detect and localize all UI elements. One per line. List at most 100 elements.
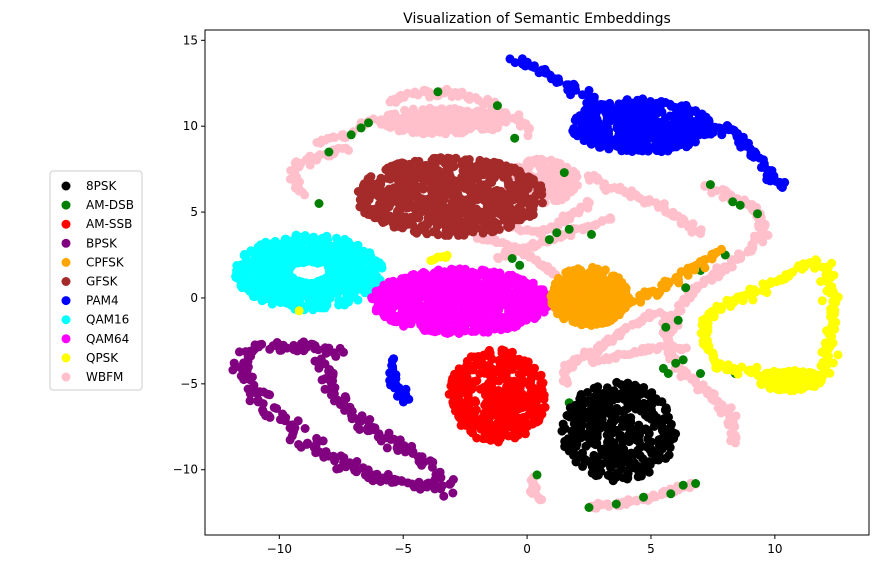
point-gfsk: [518, 192, 528, 202]
point-pam4: [686, 116, 696, 126]
point-pam4: [630, 117, 640, 127]
point-qam16: [336, 252, 346, 262]
point-gfsk: [478, 189, 488, 199]
point-gfsk: [467, 220, 477, 230]
point-gfsk: [462, 182, 472, 192]
point-gfsk: [471, 212, 481, 222]
point-qam16: [308, 249, 318, 259]
point-gfsk: [397, 158, 407, 168]
point-cpfsk: [716, 244, 726, 254]
point-gfsk: [473, 173, 483, 183]
point-wbfm: [443, 117, 453, 127]
point-gfsk: [419, 178, 429, 188]
point-wbfm: [730, 422, 740, 432]
point-wbfm: [604, 501, 614, 511]
point-wbfm: [433, 127, 443, 137]
point-wbfm: [644, 197, 654, 207]
point-pam4: [692, 116, 702, 126]
point-gfsk: [385, 174, 395, 184]
point-wbfm: [743, 247, 753, 257]
point-pam4: [584, 85, 594, 95]
point-pam4: [777, 183, 787, 192]
point-wbfm: [559, 177, 569, 187]
point-gfsk: [399, 218, 408, 228]
point-wbfm: [571, 169, 581, 178]
point-gfsk: [484, 224, 493, 234]
point-pam4: [617, 117, 627, 127]
point-qam64: [476, 306, 486, 315]
point-qam16: [293, 288, 303, 298]
point-wbfm: [539, 224, 549, 234]
point-cpfsk: [608, 297, 618, 307]
point-pam4: [674, 136, 684, 146]
point-cpfsk: [673, 275, 683, 285]
point-wbfm: [693, 385, 703, 395]
point-pam4: [614, 125, 624, 135]
point-qam16: [253, 286, 263, 296]
point-qam16: [376, 260, 386, 270]
point-qam64: [427, 288, 437, 298]
point-qam16: [341, 281, 351, 291]
point-wbfm: [552, 179, 562, 189]
point-gfsk: [391, 183, 401, 193]
point-qam16: [359, 246, 369, 256]
point-qam64: [523, 287, 532, 297]
point-am-dsb: [552, 228, 562, 238]
point-cpfsk: [591, 272, 601, 282]
point-qam64: [484, 323, 494, 333]
point-wbfm: [584, 198, 594, 208]
point-cpfsk: [565, 288, 575, 298]
point-wbfm: [408, 118, 418, 128]
point-wbfm: [532, 154, 542, 164]
point-qam16: [320, 247, 330, 257]
point-wbfm: [527, 489, 537, 498]
point-qam64: [416, 320, 426, 330]
point-qam16: [330, 280, 340, 289]
point-pam4: [629, 104, 639, 114]
point-qpsk: [811, 255, 821, 265]
point-qam16: [338, 267, 348, 277]
point-gfsk: [411, 187, 421, 197]
point-am-dsb: [663, 369, 673, 378]
point-gfsk: [417, 168, 427, 178]
point-am-dsb: [544, 235, 554, 245]
point-wbfm: [477, 124, 487, 134]
point-pam4: [393, 391, 402, 401]
point-qam64: [498, 273, 508, 283]
point-wbfm: [424, 87, 434, 97]
point-qam64: [497, 286, 507, 296]
point-qam64: [397, 294, 407, 304]
point-qam64: [533, 295, 543, 305]
point-qam16: [278, 273, 288, 283]
point-cpfsk: [577, 306, 587, 316]
point-qpsk: [771, 277, 781, 287]
point-qam64: [397, 317, 407, 327]
point-pam4: [578, 124, 588, 133]
point-gfsk: [394, 197, 404, 207]
point-qam16: [294, 296, 304, 306]
point-wbfm: [394, 114, 404, 124]
point-qam16: [284, 264, 294, 274]
point-qam64: [467, 270, 477, 280]
point-qam64: [528, 278, 538, 288]
point-pam4: [605, 106, 615, 116]
point-pam4: [604, 115, 614, 125]
point-pam4: [568, 126, 578, 136]
point-gfsk: [513, 215, 523, 225]
point-gfsk: [410, 156, 420, 166]
point-cpfsk: [601, 290, 611, 300]
point-gfsk: [425, 172, 435, 182]
point-gfsk: [489, 193, 499, 203]
point-gfsk: [446, 221, 455, 231]
point-wbfm: [605, 213, 615, 223]
point-wbfm: [383, 110, 393, 120]
point-gfsk: [410, 200, 420, 210]
point-am-dsb: [681, 283, 691, 293]
point-qam16: [264, 255, 274, 265]
point-pam4: [581, 105, 591, 115]
point-wbfm: [425, 116, 435, 126]
point-qpsk: [797, 264, 807, 274]
point-gfsk: [488, 160, 498, 170]
point-gfsk: [366, 187, 375, 196]
point-qpsk: [745, 365, 755, 375]
